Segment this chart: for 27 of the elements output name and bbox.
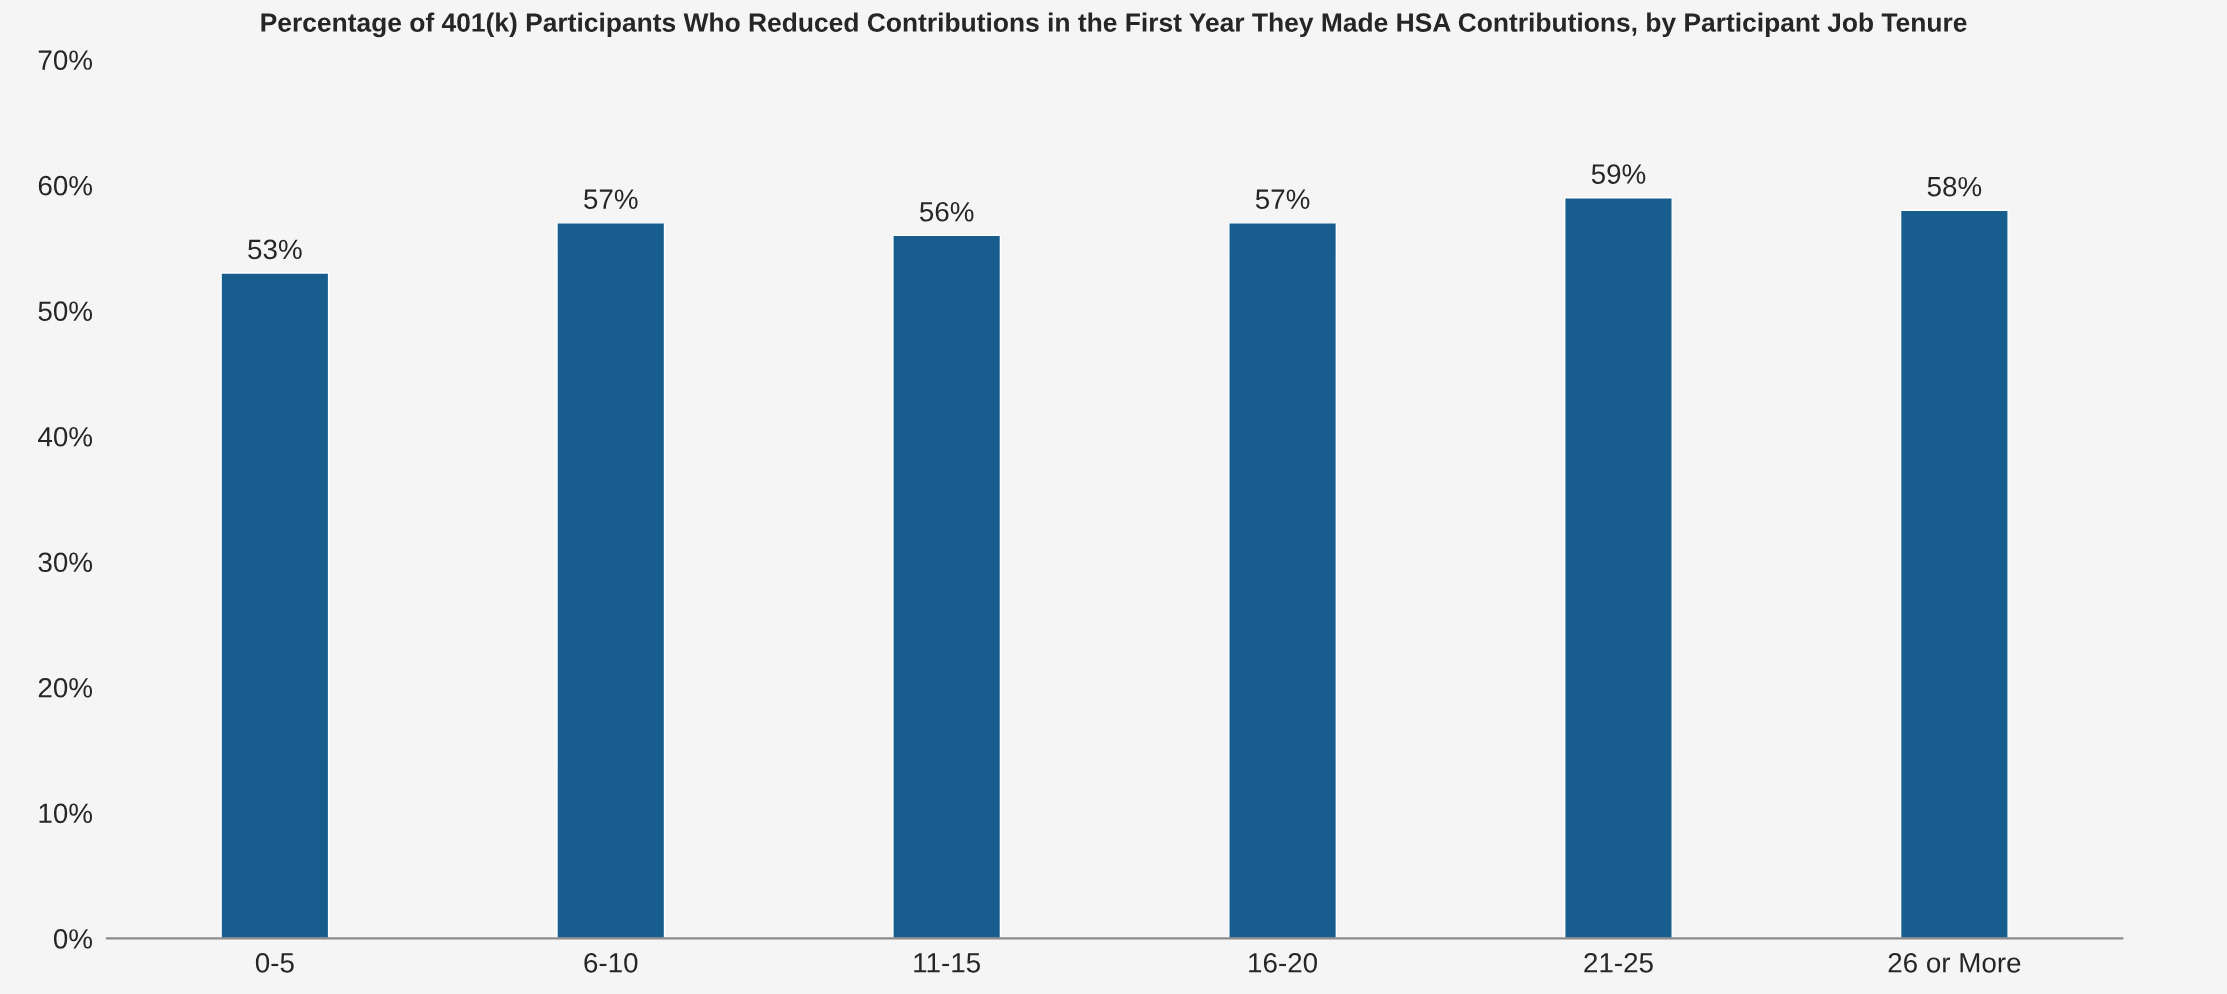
chart-title: Percentage of 401(k) Participants Who Reduced Contributions in the First Year They Made HSA Contributions, by Participant Job Tenure [261, 12, 1967, 38]
data-label: 59% [1591, 164, 1646, 184]
y-tick-label: 50% [38, 301, 93, 322]
bar [220, 272, 330, 939]
data-label: 56% [919, 201, 974, 222]
y-tick-label: 70% [38, 50, 93, 70]
x-tick-label: 21-25 [1584, 952, 1653, 973]
y-tick-label: 40% [38, 426, 93, 447]
x-tick-label: 0-5 [255, 952, 294, 973]
bar [1564, 197, 1673, 939]
y-tick-label: 20% [38, 677, 93, 698]
bar [556, 222, 666, 939]
y-tick-label: 60% [38, 175, 93, 196]
bar [1899, 209, 2009, 939]
x-tick-label: 11-15 [914, 953, 980, 973]
x-tick-label: 6-10 [584, 952, 638, 973]
data-label: 57% [1255, 189, 1310, 209]
y-tick-label: 0% [53, 929, 93, 949]
data-label: 53% [248, 239, 302, 260]
x-tick-label: 26 or More [1888, 952, 2021, 973]
y-tick-label: 30% [38, 552, 93, 573]
x-tick-label: 16-20 [1249, 952, 1318, 973]
data-label: 58% [1927, 176, 1982, 197]
bar [1228, 222, 1338, 939]
bar [892, 234, 1002, 939]
y-tick-label: 10% [39, 803, 93, 824]
data-label: 57% [584, 189, 638, 209]
